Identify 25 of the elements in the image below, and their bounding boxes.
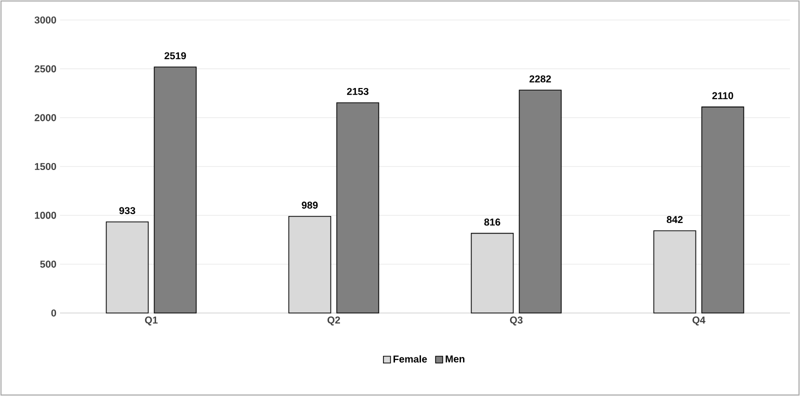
x-tick-label: Q2 (328, 316, 340, 326)
data-label: 2282 (530, 75, 551, 82)
x-tick-label: Q4 (692, 316, 706, 326)
y-tick-label: 1500 (34, 162, 56, 170)
data-label: 816 (484, 218, 500, 226)
bar (336, 102, 380, 314)
x-tick-label: Q3 (510, 316, 523, 326)
data-label: 933 (119, 207, 136, 214)
legend-label: Female (394, 355, 427, 363)
y-tick-label: 0 (51, 309, 56, 317)
legend-label: Men (446, 355, 464, 362)
data-label: 2519 (164, 52, 186, 60)
bar (518, 90, 562, 314)
y-tick-label: 2000 (34, 114, 56, 122)
y-tick-label: 1000 (34, 212, 56, 219)
bar (701, 106, 744, 314)
x-tick-label: Q1 (145, 316, 158, 326)
bar (154, 66, 197, 314)
y-tick-label: 3000 (34, 16, 56, 24)
data-label: 2110 (712, 92, 734, 100)
y-tick-label: 500 (40, 260, 56, 268)
data-label: 2153 (347, 88, 368, 96)
data-label: 989 (302, 202, 318, 209)
y-tick-label: 2500 (34, 65, 56, 72)
data-label: 842 (666, 216, 683, 224)
